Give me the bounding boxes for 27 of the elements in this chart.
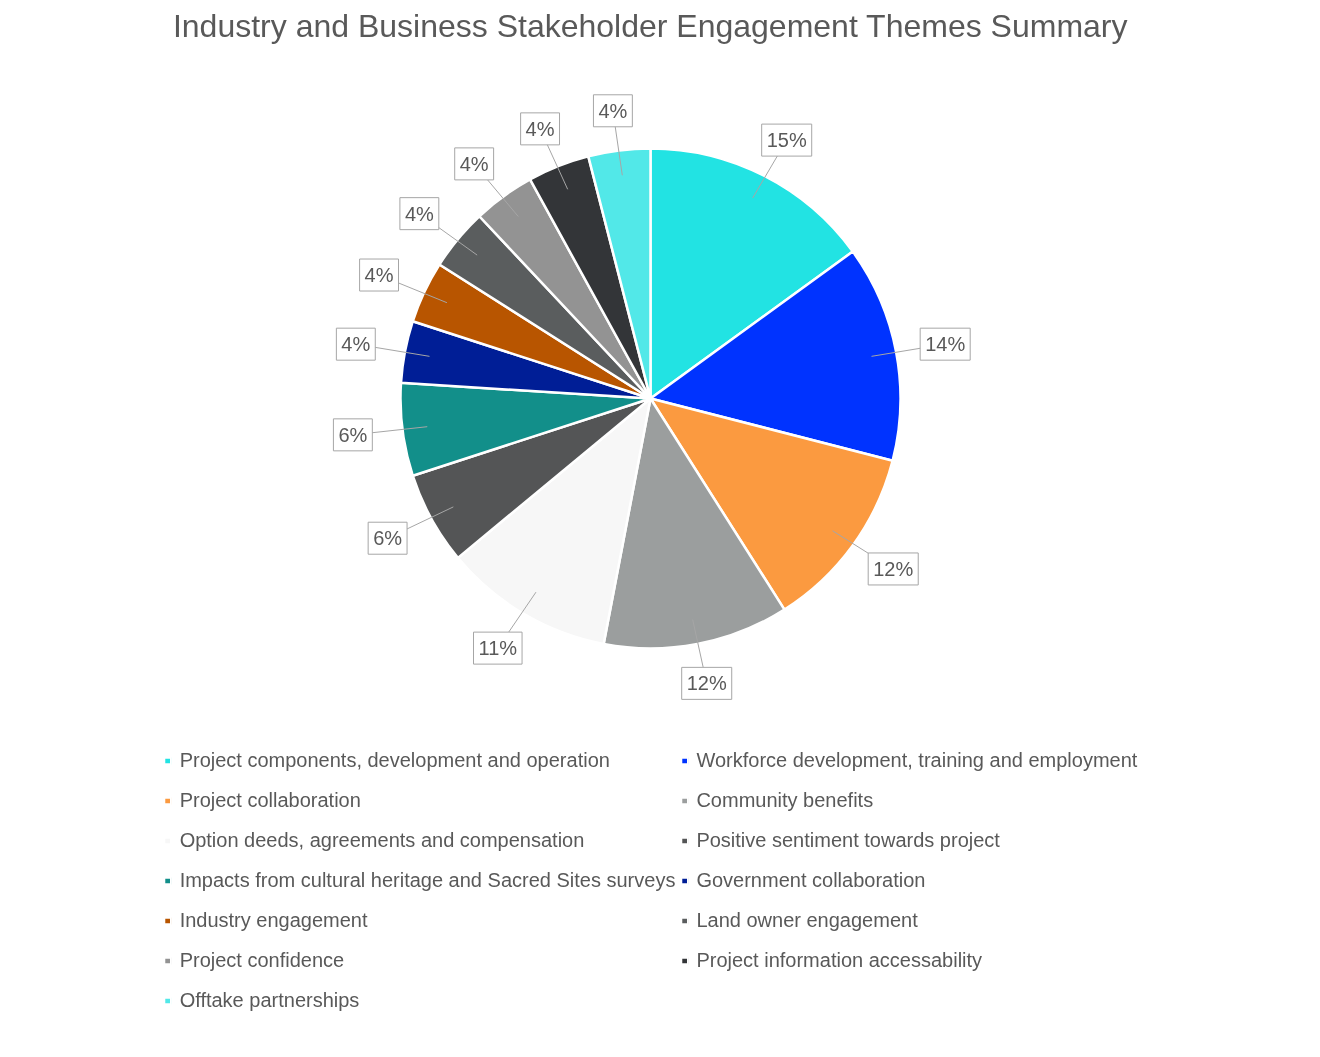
- data-label: 11%: [478, 637, 518, 660]
- legend-label: Project information accessability: [696, 947, 983, 973]
- data-label: 4%: [341, 333, 371, 356]
- data-label: 4%: [525, 117, 555, 140]
- data-label: 6%: [338, 423, 368, 446]
- legend-label: Industry engagement: [179, 907, 368, 933]
- legend-label: Project confidence: [179, 947, 345, 973]
- data-label: 14%: [925, 333, 966, 356]
- data-label: 12%: [873, 557, 914, 580]
- legend-label: Workforce development, training and employment: [696, 747, 1138, 773]
- data-label: 4%: [598, 99, 628, 122]
- data-label: 4%: [459, 152, 489, 175]
- legend-label: Positive sentiment towards project: [696, 827, 1000, 853]
- data-label: 4%: [364, 264, 394, 287]
- data-label: 4%: [404, 202, 435, 225]
- chart-title: Industry and Business Stakeholder Engagement Themes Summary: [172, 7, 1128, 44]
- legend-label: Project collaboration: [179, 787, 361, 813]
- legend-label: Option deeds, agreements and compensation: [179, 827, 585, 853]
- data-label: 12%: [686, 672, 727, 695]
- legend-label: Project components, development and operation: [179, 747, 610, 773]
- legend-label: Land owner engagement: [696, 907, 918, 933]
- legend-label: Community benefits: [696, 787, 874, 813]
- legend-label: Government collaboration: [696, 867, 926, 893]
- data-label: 15%: [766, 129, 807, 152]
- legend-label: Impacts from cultural heritage and Sacred Sites surveys: [179, 867, 676, 893]
- legend-label: Offtake partnerships: [179, 987, 360, 1013]
- data-label: 6%: [373, 527, 403, 550]
